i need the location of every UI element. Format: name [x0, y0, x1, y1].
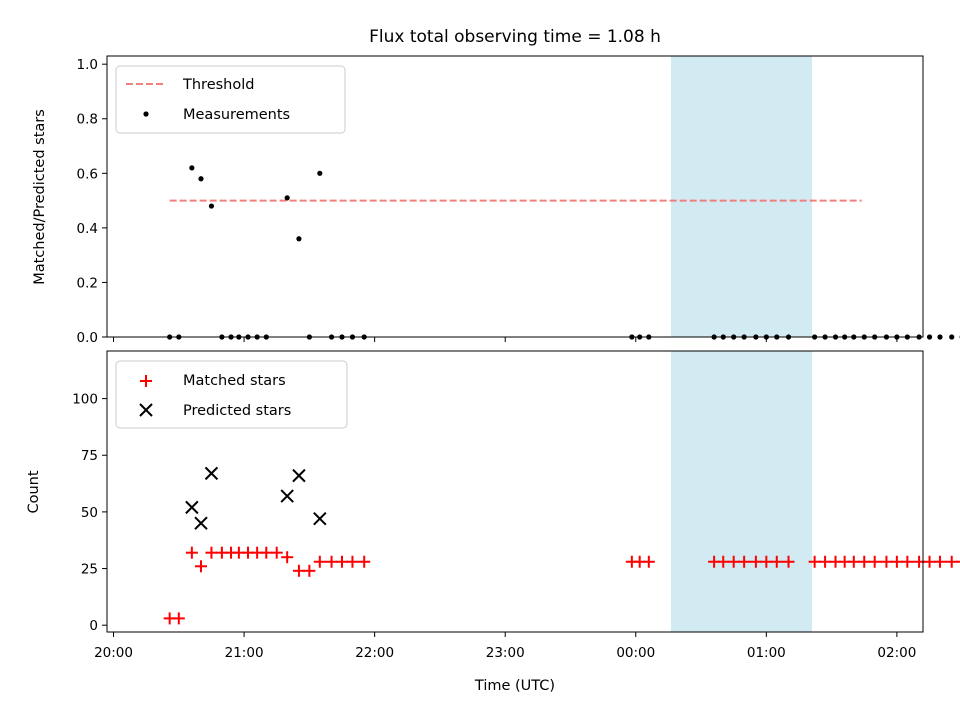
matched-star-marker: [749, 555, 762, 568]
predicted-star-marker: [204, 466, 219, 481]
bottom-y-tick-label: 75: [81, 448, 98, 464]
highlight-band-bottom: [671, 351, 813, 632]
measurement-point: [296, 236, 302, 242]
bottom-x-ticks: 20:0021:0022:0023:0000:0001:0002:0003:00…: [94, 632, 916, 661]
predicted-star-markers: [185, 466, 327, 530]
x-tick-label: 21:00: [225, 645, 264, 661]
matched-star-marker: [782, 555, 795, 568]
measurement-point: [284, 195, 290, 201]
matched-star-marker: [195, 560, 208, 573]
legend-measurements-swatch: [143, 111, 149, 117]
top-y-tick-label: 1.0: [77, 57, 98, 73]
matched-star-marker: [642, 555, 655, 568]
predicted-star-marker: [292, 468, 306, 483]
legend-predicted-swatch: [139, 403, 153, 417]
matched-star-marker: [172, 612, 185, 625]
matched-star-marker: [738, 555, 751, 568]
matched-star-marker: [945, 555, 958, 568]
matched-star-marker: [956, 560, 960, 563]
matched-star-marker: [260, 546, 273, 559]
matched-star-marker: [770, 555, 783, 568]
x-axis-label: Time (UTC): [474, 678, 555, 694]
top-y-tick-label: 0.2: [77, 275, 98, 291]
x-tick-label: 22:00: [355, 645, 394, 661]
matched-star-marker: [933, 555, 946, 568]
matched-star-marker: [880, 555, 893, 568]
matched-star-marker: [346, 555, 359, 568]
matched-star-marker: [281, 551, 294, 564]
matched-star-marker: [923, 555, 936, 568]
predicted-star-marker: [194, 516, 208, 530]
chart-title: Flux total observing time = 1.08 h: [369, 27, 661, 47]
top-plot-frame: [106, 55, 924, 338]
bottom-y-tick-label: 0: [89, 618, 98, 634]
legend-matched-swatch: [140, 375, 152, 387]
predicted-star-marker: [185, 500, 199, 515]
highlight-band-top: [671, 56, 813, 337]
legend-matched-label: Matched stars: [183, 373, 286, 389]
top-y-tick-label: 0.8: [77, 112, 98, 128]
measurement-point: [949, 334, 955, 340]
x-tick-label: 23:00: [486, 645, 525, 661]
bottom-legend-frame: [115, 360, 348, 429]
bottom-y-tick-label: 50: [81, 505, 98, 521]
bottom-y-tick-label: 100: [72, 392, 98, 408]
bottom-panel: 0 25 50 75 100 20:00 21:00 22:00 23:00 00:00 01:0…: [26, 350, 960, 694]
predicted-star-marker: [280, 489, 294, 503]
matched-star-marker: [858, 555, 871, 568]
bottom-y-ticks: 0 25 50 75 100: [72, 392, 107, 634]
top-panel: 0.0 0.2 0.4 0.6 0.8 1.0 Matched/Predicted sta…: [32, 55, 960, 346]
matched-star-marker: [303, 564, 316, 577]
top-y-tick-label: 0.4: [77, 221, 98, 237]
bottom-y-axis-label: Count: [26, 470, 42, 513]
measurement-point: [208, 203, 215, 209]
matched-star-marker: [868, 555, 881, 568]
legend-threshold-label: Threshold: [182, 77, 254, 93]
top-y-tick-label: 0.6: [77, 166, 98, 182]
top-y-tick-label: 0.0: [77, 330, 98, 346]
top-legend: Threshold Measurements: [115, 65, 346, 134]
bottom-highlight-band: [671, 351, 813, 632]
top-y-axis-label: Matched/Predicted stars: [32, 109, 48, 285]
legend-measurements-label: Measurements: [183, 107, 290, 123]
measurement-point: [198, 176, 204, 182]
bottom-y-tick-label: 25: [81, 562, 98, 578]
x-tick-label: 00:00: [616, 645, 655, 661]
matched-star-marker: [901, 555, 914, 568]
measurement-point: [189, 165, 195, 171]
top-legend-frame: [115, 65, 346, 134]
matched-star-marker: [336, 555, 349, 568]
x-tick-label: 20:00: [94, 645, 133, 661]
matched-star-marker: [270, 546, 283, 559]
measurement-point: [937, 334, 943, 340]
measurement-point: [317, 170, 323, 176]
top-y-ticks: 0.0 0.2 0.4 0.6 0.8 1.0: [77, 57, 107, 346]
measurement-point: [926, 334, 933, 340]
matched-star-markers: [163, 546, 960, 625]
matched-star-marker: [727, 555, 740, 568]
matched-star-marker: [890, 555, 903, 568]
legend-predicted-label: Predicted stars: [183, 403, 291, 419]
matched-star-marker: [313, 555, 326, 568]
matched-star-marker: [325, 555, 338, 568]
matched-star-marker: [358, 555, 371, 568]
matched-star-marker: [760, 555, 773, 568]
matched-star-marker: [808, 555, 821, 568]
bottom-legend: Matched stars Predicted stars: [115, 360, 348, 429]
matched-star-marker: [717, 555, 730, 568]
matched-star-marker: [185, 546, 198, 559]
top-highlight-band: [671, 56, 813, 337]
matched-star-marker: [292, 564, 305, 577]
x-tick-label: 01:00: [747, 645, 786, 661]
bottom-plot-frame: [106, 350, 924, 633]
matched-star-marker: [205, 546, 218, 559]
x-tick-label: 02:00: [877, 645, 916, 661]
top-x-ticks: [113, 337, 898, 342]
matched-star-marker: [847, 555, 860, 568]
predicted-star-marker: [313, 511, 327, 526]
matched-star-marker: [819, 555, 832, 568]
